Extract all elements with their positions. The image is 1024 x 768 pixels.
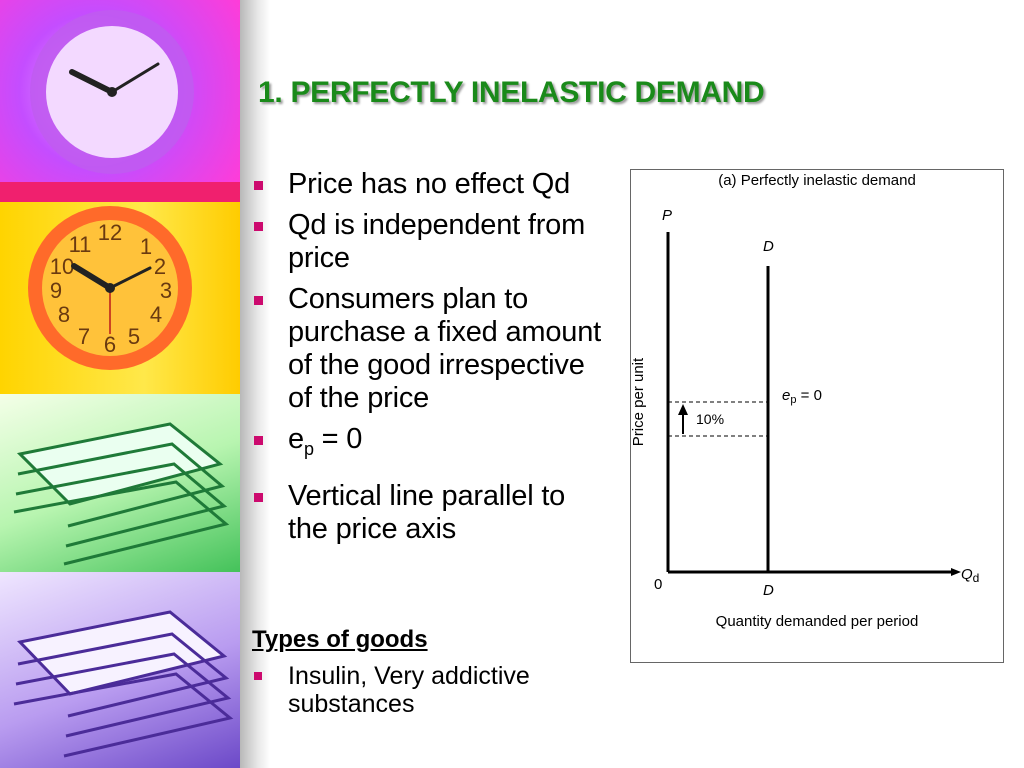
x-axis-symbol-base: Q [961, 566, 973, 583]
pink-band [0, 182, 240, 202]
elasticity-subscript: p [790, 394, 796, 406]
x-axis-symbol: Qd [961, 566, 979, 585]
svg-text:12: 12 [98, 220, 122, 245]
types-of-goods-list: Insulin, Very addictive substances [252, 662, 592, 718]
purple-papers-image [0, 572, 240, 768]
price-increase-arrowhead [678, 404, 688, 415]
origin-label: 0 [654, 576, 662, 593]
svg-text:2: 2 [154, 254, 166, 279]
bullet-square [254, 296, 263, 305]
chart-title: (a) Perfectly inelastic demand [718, 172, 916, 189]
demand-chart: (a) Perfectly inelastic demand P Price p… [630, 169, 1004, 663]
svg-text:5: 5 [128, 324, 140, 349]
bullet-item: Consumers plan to purchase a fixed amoun… [252, 283, 602, 415]
svg-text:9: 9 [50, 278, 62, 303]
elasticity-symbol: e [782, 387, 790, 404]
bullet-item: ep = 0 [252, 423, 602, 466]
types-item: Insulin, Very addictive substances [252, 662, 592, 718]
x-axis-symbol-sub: d [973, 571, 980, 585]
bullet-item: Qd is independent from price [252, 209, 602, 275]
svg-text:10: 10 [50, 254, 74, 279]
strip-shadow [240, 0, 270, 768]
slide-title: 1. PERFECTLY INELASTIC DEMAND [258, 76, 765, 109]
bullet-list: Price has no effect Qd Qd is independent… [252, 168, 602, 554]
bullet-square [254, 492, 263, 502]
bullet-square [254, 436, 263, 445]
types-of-goods-heading: Types of goods [252, 626, 428, 653]
y-axis-label: Price per unit [631, 357, 647, 446]
svg-text:4: 4 [150, 302, 162, 327]
bullet-square [254, 222, 263, 231]
bullet-square [254, 672, 262, 680]
bullet-square [254, 181, 263, 190]
demand-label-bottom: D [763, 582, 774, 599]
bullet-item: Price has no effect Qd [252, 168, 602, 201]
green-papers-image [0, 394, 240, 572]
svg-text:8: 8 [58, 302, 70, 327]
svg-text:3: 3 [160, 278, 172, 303]
price-change-label: 10% [696, 411, 724, 427]
x-axis-label: Quantity demanded per period [716, 613, 919, 630]
svg-text:11: 11 [69, 232, 92, 257]
purple-clock-image [0, 0, 240, 182]
x-axis-arrowhead [951, 568, 961, 576]
svg-text:7: 7 [78, 324, 90, 349]
chart-svg: (a) Perfectly inelastic demand P Price p… [631, 172, 979, 630]
bullet-item: Vertical line parallel to the price axis [252, 480, 602, 546]
elasticity-value: = 0 [796, 387, 821, 404]
y-axis-symbol: P [662, 207, 672, 224]
svg-text:6: 6 [104, 332, 116, 357]
demand-label-top: D [763, 238, 774, 255]
svg-text:1: 1 [140, 234, 152, 259]
elasticity-label: ep = 0 [782, 387, 822, 406]
